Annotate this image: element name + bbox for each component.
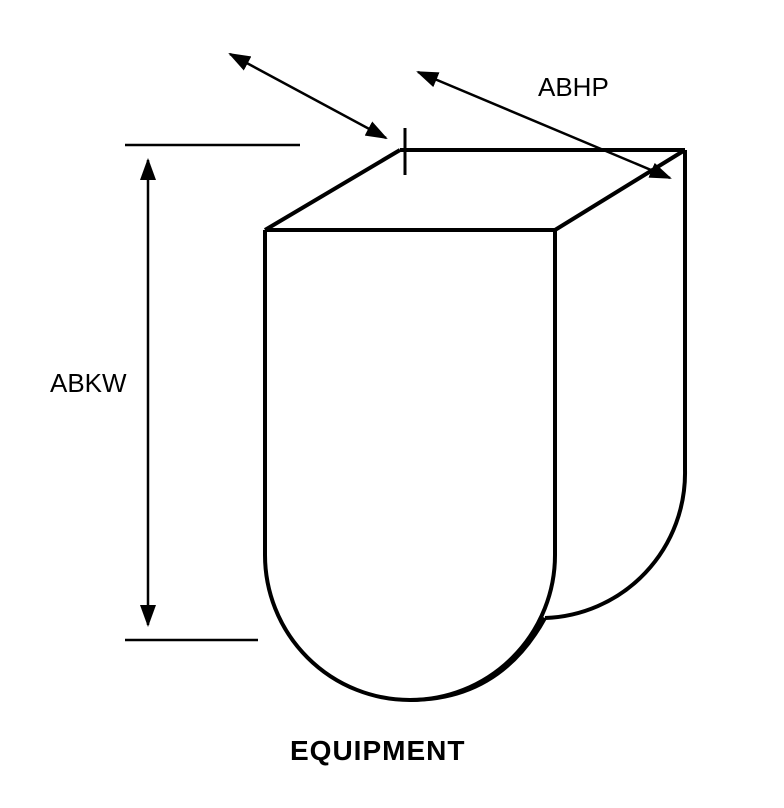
dim-abkw-label: ABKW [50, 368, 127, 399]
diagram-caption: EQUIPMENT [290, 735, 465, 767]
diagram-svg [0, 0, 784, 808]
shape-top-right-depth [555, 150, 685, 230]
diagram-canvas: ABKW ABHP EQUIPMENT [0, 0, 784, 808]
shape-front-u [265, 230, 555, 700]
shape-top-left-depth [265, 150, 400, 230]
dim-depth-line [230, 54, 386, 138]
dim-abhp-label: ABHP [538, 72, 609, 103]
shape-bottom-seam [410, 618, 545, 700]
shape-back-right-curve [545, 470, 685, 618]
